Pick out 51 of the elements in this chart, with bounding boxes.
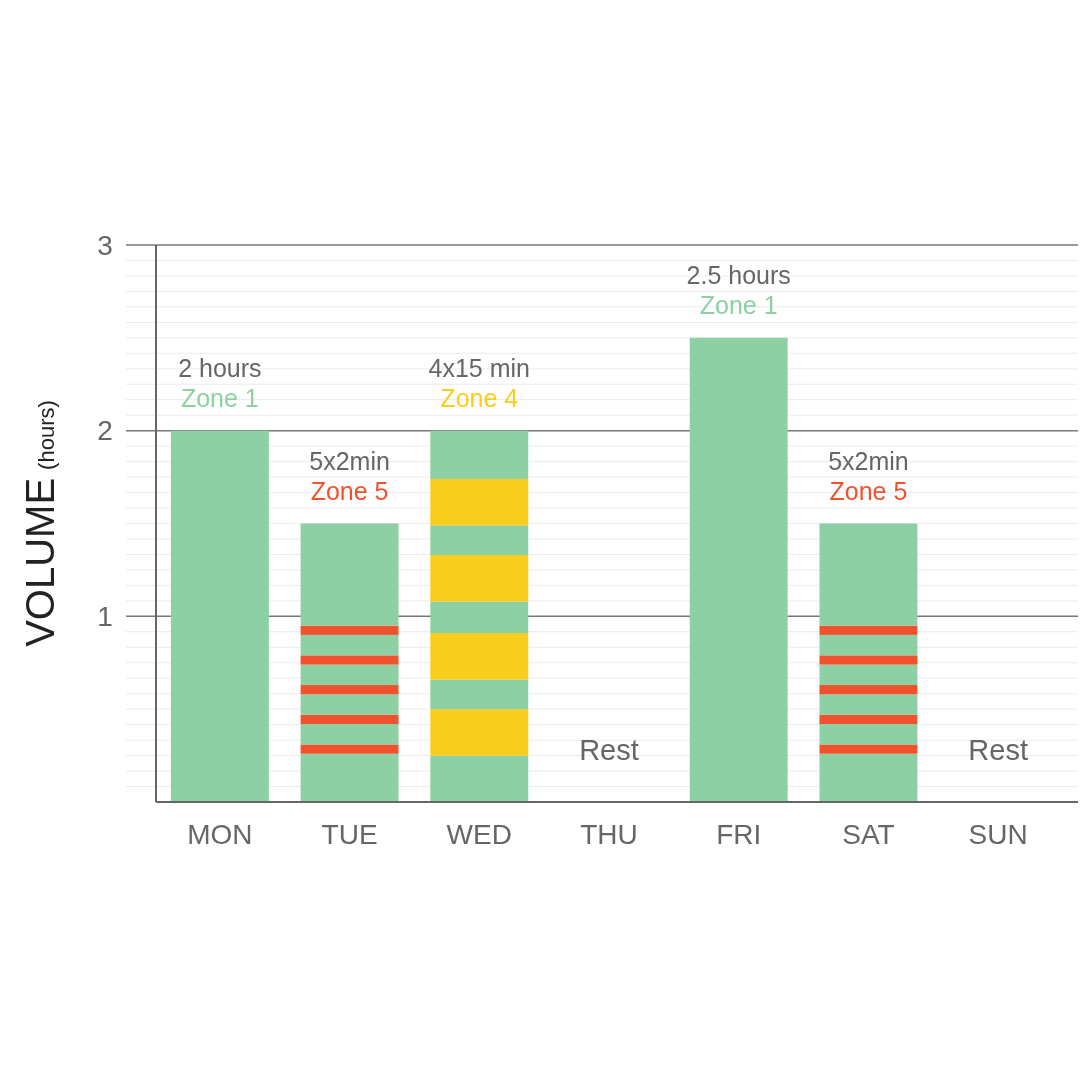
bar bbox=[430, 555, 529, 602]
annotation: 5x2min Zone 5 bbox=[828, 446, 909, 505]
x-tick-label: SUN bbox=[968, 819, 1028, 850]
bar bbox=[819, 753, 918, 802]
bar bbox=[819, 694, 918, 715]
x-tick-label: MON bbox=[187, 819, 253, 850]
bar bbox=[819, 714, 918, 725]
bar bbox=[300, 523, 399, 626]
bar bbox=[689, 337, 788, 802]
x-tick-label: WED bbox=[446, 819, 512, 850]
annotation: 2.5 hours Zone 1 bbox=[686, 260, 791, 319]
bar bbox=[819, 523, 918, 626]
bar bbox=[430, 601, 529, 634]
bar bbox=[819, 625, 918, 635]
bar bbox=[819, 634, 918, 656]
bar bbox=[300, 744, 399, 754]
bar bbox=[300, 625, 399, 635]
bar bbox=[300, 724, 399, 745]
bar bbox=[300, 664, 399, 686]
bar bbox=[430, 755, 529, 802]
bar bbox=[430, 525, 529, 556]
bar bbox=[300, 694, 399, 715]
bar bbox=[430, 679, 529, 710]
annotation: Rest bbox=[579, 734, 639, 767]
x-tick-label: FRI bbox=[716, 819, 762, 850]
x-tick-label: TUE bbox=[321, 819, 378, 850]
y-axis-title: VOLUME (hours) bbox=[18, 400, 62, 647]
bar bbox=[430, 478, 529, 526]
bar bbox=[430, 633, 529, 680]
y-tick-label: 3 bbox=[97, 229, 113, 261]
annotation: 2 hours Zone 1 bbox=[178, 353, 262, 412]
bar bbox=[300, 685, 399, 695]
bar bbox=[819, 724, 918, 745]
bar bbox=[819, 685, 918, 695]
bar bbox=[430, 709, 529, 756]
annotation: 4x15 min Zone 4 bbox=[428, 353, 531, 412]
annotation: 5x2min Zone 5 bbox=[309, 446, 390, 505]
bar bbox=[430, 430, 529, 479]
x-tick-label: SAT bbox=[842, 819, 895, 850]
y-tick-label: 2 bbox=[97, 415, 113, 447]
bar bbox=[819, 664, 918, 686]
bar bbox=[300, 753, 399, 802]
bar bbox=[170, 430, 269, 802]
bar bbox=[300, 634, 399, 656]
bar bbox=[819, 655, 918, 665]
bar bbox=[819, 744, 918, 754]
annotation: Rest bbox=[968, 734, 1028, 767]
y-tick-label: 1 bbox=[97, 601, 113, 633]
bar bbox=[300, 655, 399, 665]
x-tick-label: THU bbox=[580, 819, 638, 850]
bar bbox=[300, 714, 399, 725]
